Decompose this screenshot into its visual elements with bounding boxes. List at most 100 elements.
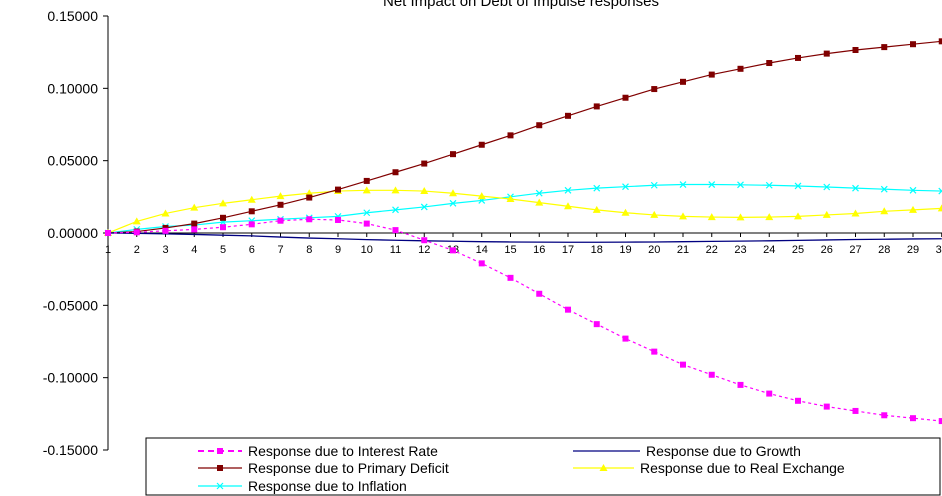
data-point — [737, 65, 744, 72]
data-point — [449, 189, 457, 197]
legend-label: Response due to Interest Rate — [248, 443, 438, 459]
data-point — [593, 103, 600, 110]
legend-label: Response due to Primary Deficit — [248, 460, 449, 476]
x-tick-label: 15 — [504, 244, 516, 256]
data-point — [822, 210, 831, 218]
data-point — [651, 86, 658, 93]
legend-marker — [599, 464, 608, 471]
series-response-due-to-real-exchange — [104, 186, 942, 236]
data-point — [421, 160, 428, 167]
legend-marker — [216, 482, 224, 490]
data-point — [852, 46, 859, 53]
x-tick-label: 19 — [619, 244, 631, 256]
data-point — [191, 226, 198, 233]
legend-item-response-due-to-primary-deficit: Response due to Primary Deficit — [198, 460, 449, 476]
x-tick-label: 29 — [907, 244, 919, 256]
data-point — [392, 169, 399, 176]
data-point — [680, 361, 686, 368]
x-tick-label: 11 — [390, 244, 401, 256]
data-point — [823, 183, 831, 191]
data-point — [105, 230, 111, 236]
data-point — [708, 181, 716, 188]
data-point — [536, 122, 543, 129]
data-point — [621, 208, 630, 216]
x-tick-label: 20 — [648, 244, 660, 256]
data-point — [909, 205, 917, 213]
x-tick-label: 30 — [936, 244, 942, 256]
series-line — [107, 232, 942, 243]
data-point — [478, 141, 485, 148]
data-point — [737, 181, 744, 189]
data-point — [880, 207, 889, 215]
y-tick-label: -0.05000 — [43, 297, 98, 313]
data-point — [736, 213, 745, 221]
data-point — [592, 205, 601, 213]
data-point — [910, 41, 916, 48]
data-point — [220, 224, 226, 231]
data-point — [937, 204, 942, 212]
data-point — [191, 220, 198, 227]
data-point — [938, 38, 942, 45]
data-point — [392, 227, 399, 234]
x-tick-label: 24 — [763, 244, 775, 256]
data-point — [248, 221, 255, 228]
data-point — [765, 181, 773, 189]
data-point — [305, 189, 314, 197]
x-tick-label: 7 — [277, 244, 283, 256]
data-point — [565, 306, 571, 313]
data-point — [707, 213, 716, 221]
data-point — [421, 237, 428, 244]
x-tick-label: 12 — [418, 244, 430, 256]
x-tick-label: 4 — [191, 244, 197, 256]
x-tick-label: 28 — [878, 244, 890, 256]
data-point — [909, 186, 917, 194]
data-point — [910, 415, 916, 422]
data-point — [622, 94, 629, 101]
series-response-due-to-inflation — [104, 181, 942, 237]
data-point — [650, 210, 659, 218]
x-tick-label: 5 — [220, 244, 226, 256]
series-response-due-to-growth — [107, 232, 942, 243]
legend-label: Response due to Inflation — [248, 478, 407, 494]
x-tick-label: 17 — [562, 244, 574, 256]
data-point — [622, 183, 629, 191]
data-point — [335, 216, 341, 223]
data-point — [450, 151, 456, 158]
series-response-due-to-interest-rate — [105, 216, 942, 425]
x-tick-label: 21 — [677, 244, 689, 256]
data-point — [363, 209, 371, 217]
legend-label: Response due to Real Exchange — [640, 460, 845, 476]
legend-marker — [217, 448, 223, 454]
data-point — [477, 192, 486, 200]
data-point — [363, 220, 370, 227]
data-point — [593, 321, 600, 328]
data-point — [852, 407, 859, 414]
data-point — [277, 201, 284, 208]
data-point — [593, 184, 601, 192]
data-point — [766, 60, 773, 67]
data-point — [248, 208, 255, 215]
data-point — [450, 247, 456, 254]
x-tick-label: 25 — [792, 244, 804, 256]
data-point — [564, 186, 572, 194]
data-point — [851, 209, 860, 217]
x-tick-label: 22 — [706, 244, 718, 256]
x-tick-label: 23 — [734, 244, 746, 256]
data-point — [737, 381, 744, 388]
x-tick-label: 6 — [249, 244, 255, 256]
data-point — [220, 214, 226, 221]
x-tick-label: 10 — [361, 244, 373, 256]
data-point — [133, 229, 140, 236]
data-point — [708, 71, 715, 78]
series-line — [107, 218, 942, 422]
data-point — [535, 198, 544, 206]
data-point — [392, 206, 399, 214]
series-line — [107, 189, 942, 234]
legend-item-response-due-to-real-exchange: Response due to Real Exchange — [573, 460, 845, 476]
x-tick-label: 27 — [849, 244, 861, 256]
legend-label: Response due to Growth — [646, 443, 801, 459]
data-point — [362, 186, 371, 194]
x-tick-label: 2 — [134, 244, 140, 256]
series-line — [107, 40, 942, 234]
data-point — [766, 390, 773, 397]
